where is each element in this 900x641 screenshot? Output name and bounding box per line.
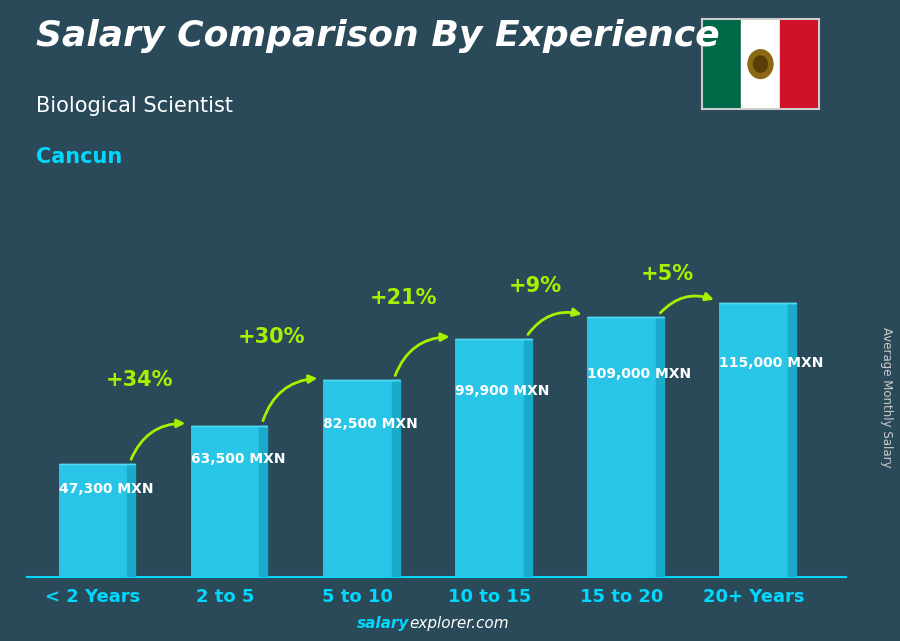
Text: 115,000 MXN: 115,000 MXN: [719, 356, 824, 370]
Polygon shape: [128, 464, 135, 577]
Text: +30%: +30%: [238, 327, 305, 347]
Text: Average Monthly Salary: Average Monthly Salary: [880, 327, 893, 468]
Bar: [58, 464, 128, 577]
Text: 82,500 MXN: 82,500 MXN: [323, 417, 418, 431]
Text: +5%: +5%: [641, 264, 694, 284]
Polygon shape: [524, 339, 532, 577]
Text: +21%: +21%: [370, 288, 437, 308]
Text: Salary Comparison By Experience: Salary Comparison By Experience: [36, 19, 720, 53]
Polygon shape: [656, 317, 663, 577]
Text: Biological Scientist: Biological Scientist: [36, 96, 233, 116]
Text: 63,500 MXN: 63,500 MXN: [191, 452, 285, 466]
Bar: [455, 339, 524, 577]
Bar: [191, 426, 259, 577]
Polygon shape: [788, 303, 796, 577]
Text: 109,000 MXN: 109,000 MXN: [587, 367, 691, 381]
Circle shape: [753, 56, 768, 72]
Text: salary: salary: [357, 617, 410, 631]
Polygon shape: [259, 426, 267, 577]
Text: +9%: +9%: [509, 276, 562, 296]
Bar: [780, 19, 819, 109]
Bar: [702, 19, 741, 109]
Text: +34%: +34%: [105, 370, 173, 390]
Bar: [587, 317, 656, 577]
Polygon shape: [392, 381, 400, 577]
Bar: [719, 303, 788, 577]
Text: 47,300 MXN: 47,300 MXN: [58, 482, 153, 496]
Circle shape: [748, 50, 773, 78]
Bar: [323, 381, 392, 577]
Bar: [741, 19, 780, 109]
Text: 99,900 MXN: 99,900 MXN: [455, 385, 549, 398]
Text: Cancun: Cancun: [36, 147, 122, 167]
Text: explorer.com: explorer.com: [410, 617, 509, 631]
